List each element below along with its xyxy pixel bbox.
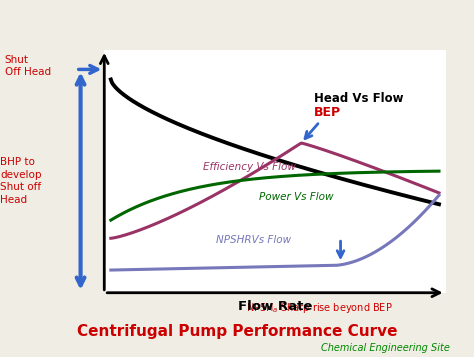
Text: Head Vs Flow: Head Vs Flow (314, 92, 404, 105)
Text: BHP to
develop
Shut off
Head: BHP to develop Shut off Head (0, 157, 42, 205)
Text: Shut
Off Head: Shut Off Head (5, 55, 51, 77)
Text: NPSH$_a$ Sharp rise beyond BEP: NPSH$_a$ Sharp rise beyond BEP (246, 301, 393, 315)
Text: Centrifugal Pump Performance Curve: Centrifugal Pump Performance Curve (77, 324, 397, 339)
Text: NPSHRVs Flow: NPSHRVs Flow (216, 235, 291, 245)
Text: Efficiency Vs Flow: Efficiency Vs Flow (203, 162, 296, 172)
Text: Flow Rate: Flow Rate (238, 300, 312, 313)
Text: BEP: BEP (305, 106, 341, 139)
Text: Power Vs Flow: Power Vs Flow (258, 192, 333, 202)
Text: Chemical Engineering Site: Chemical Engineering Site (321, 343, 450, 353)
